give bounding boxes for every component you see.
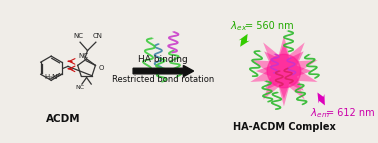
Text: ACDM: ACDM bbox=[46, 114, 81, 124]
Text: CN: CN bbox=[93, 32, 103, 38]
Circle shape bbox=[267, 54, 301, 88]
Text: Restricted bond rotation: Restricted bond rotation bbox=[112, 75, 214, 84]
Text: O: O bbox=[99, 65, 104, 71]
FancyArrow shape bbox=[133, 65, 194, 77]
Text: $\lambda_{ex}$: $\lambda_{ex}$ bbox=[230, 19, 247, 33]
Text: NC: NC bbox=[76, 85, 85, 90]
Text: = 612 nm: = 612 nm bbox=[326, 108, 375, 118]
Text: HA-ACDM Complex: HA-ACDM Complex bbox=[232, 122, 335, 132]
Text: = 560 nm: = 560 nm bbox=[245, 21, 293, 31]
Polygon shape bbox=[239, 34, 250, 47]
Polygon shape bbox=[318, 93, 325, 105]
Text: HA binding: HA binding bbox=[138, 55, 188, 64]
Polygon shape bbox=[256, 43, 312, 99]
Polygon shape bbox=[250, 36, 318, 106]
Text: NC: NC bbox=[73, 32, 83, 38]
Text: $\lambda_{em}$: $\lambda_{em}$ bbox=[310, 106, 330, 120]
Text: H₂N: H₂N bbox=[45, 74, 58, 80]
Text: NC: NC bbox=[78, 53, 88, 59]
